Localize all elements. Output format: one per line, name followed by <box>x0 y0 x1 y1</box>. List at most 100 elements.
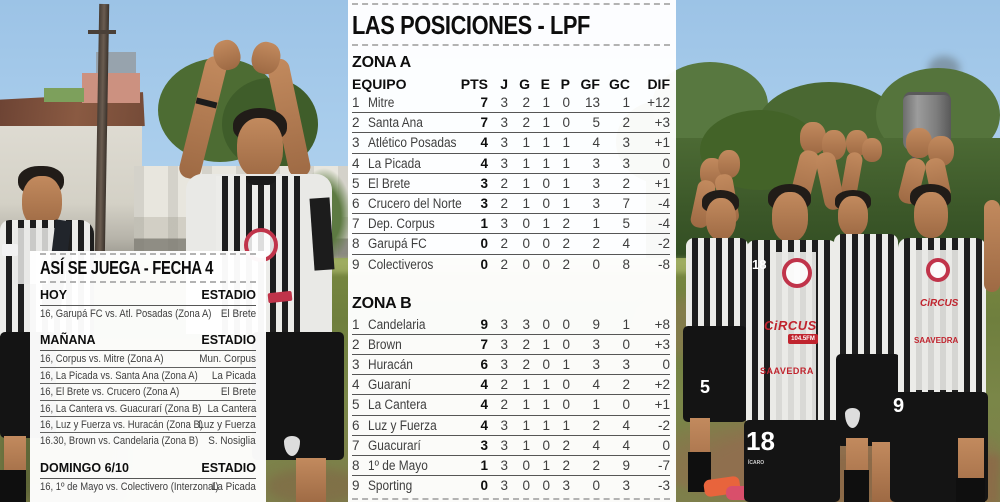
team-goals-for: 2 <box>592 236 600 252</box>
col-e: E <box>540 75 550 92</box>
standings-header: EQUIPO PTS J G E P GF GC DIF <box>352 74 670 93</box>
team-goal-diff: +1 <box>654 175 670 191</box>
team-wins: 1 <box>522 417 530 433</box>
team-goals-for: 2 <box>592 458 600 473</box>
team-losses: 2 <box>562 437 570 453</box>
team-draws: 1 <box>542 397 550 413</box>
team-draws: 1 <box>542 458 550 473</box>
team-goals-against: 4 <box>622 437 630 453</box>
team-goals-against: 3 <box>622 357 630 373</box>
team-goals-for: 3 <box>592 336 600 352</box>
team-goal-diff: +3 <box>654 336 670 352</box>
team-position: 3 <box>352 135 360 151</box>
fixture-stadium: El Brete <box>220 308 256 320</box>
team-goal-diff: +1 <box>654 397 670 413</box>
team-losses: 0 <box>562 397 570 413</box>
team-draws: 1 <box>542 417 550 433</box>
team-name: Brown <box>368 336 402 352</box>
zone-a-table: ZONA A EQUIPO PTS J G E P GF GC DIF 1 Mi… <box>352 54 670 275</box>
team-wins: 0 <box>522 478 530 494</box>
team-goals-against: 2 <box>622 377 630 393</box>
team-losses: 1 <box>562 357 570 373</box>
team-draws: 0 <box>542 316 550 332</box>
fixture-match: 16, La Picada vs. Santa Ana (Zona A) <box>40 369 198 382</box>
team-played: 3 <box>500 417 508 433</box>
stadium-column-label: ESTADIO <box>201 333 256 348</box>
team-goals-for: 1 <box>592 216 600 232</box>
team-name: La Picada <box>368 155 421 171</box>
team-losses: 0 <box>562 115 570 131</box>
team-losses: 2 <box>562 458 570 473</box>
fixture-row: 16, La Picada vs. Santa Ana (Zona A) La … <box>40 368 256 385</box>
day-label: HOY <box>40 288 68 302</box>
team-played: 2 <box>500 397 508 413</box>
fixture-match: 16, Garupá FC vs. Atl. Posadas (Zona A) <box>40 308 212 320</box>
standings-row: 7 Guacurarí 3 3 1 0 2 4 4 0 <box>352 436 670 456</box>
jersey-number: 18 <box>752 257 767 272</box>
team-goals-for: 4 <box>592 377 600 393</box>
fixture-match: 16.30, Brown vs. Candelaria (Zona B) <box>40 435 199 448</box>
team-draws: 0 <box>542 175 550 191</box>
col-j: J <box>500 75 508 92</box>
team-goal-diff: +3 <box>654 115 670 131</box>
team-played: 2 <box>500 377 508 393</box>
dashed-divider <box>40 253 256 255</box>
team-position: 6 <box>352 417 360 433</box>
team-points: 9 <box>480 316 488 332</box>
standings-row: 4 Guaraní 4 2 1 1 0 4 2 +2 <box>352 375 670 396</box>
fixture-row: 16, Garupá FC vs. Atl. Posadas (Zona A) … <box>40 306 256 322</box>
fixtures-rows: 16, Garupá FC vs. Atl. Posadas (Zona A) … <box>40 306 256 322</box>
fixtures-rows: 16, Corpus vs. Mitre (Zona A) Mun. Corpu… <box>40 351 256 449</box>
team-wins: 0 <box>522 458 530 473</box>
fixture-match: 16, 1º de Mayo vs. Colectivero (Interzon… <box>40 480 219 493</box>
team-losses: 2 <box>562 256 570 272</box>
team-goals-for: 3 <box>592 155 600 171</box>
team-losses: 0 <box>562 377 570 393</box>
fixture-stadium: La Cantera <box>207 402 256 415</box>
stadium-column-label: ESTADIO <box>201 288 256 302</box>
team-points: 7 <box>480 115 488 131</box>
team-goals-against: 1 <box>622 95 630 110</box>
team-wins: 1 <box>522 175 530 191</box>
team-draws: 1 <box>542 377 550 393</box>
team-name: Mitre <box>368 95 395 110</box>
team-position: 8 <box>352 458 360 473</box>
zone-a-label: ZONA A <box>352 54 411 71</box>
collar <box>246 176 276 185</box>
team-draws: 1 <box>542 115 550 131</box>
team-losses: 2 <box>562 236 570 252</box>
team-name: La Cantera <box>368 397 427 413</box>
dashed-divider <box>352 44 670 46</box>
team-goal-diff: +8 <box>654 316 670 332</box>
team-position: 9 <box>352 478 360 494</box>
team-position: 8 <box>352 236 360 252</box>
face <box>237 118 283 178</box>
team-losses: 1 <box>562 175 570 191</box>
standings-row: 3 Atlético Posadas 4 3 1 1 1 4 3 +1 <box>352 133 670 154</box>
standings-row: 4 La Picada 4 3 1 1 1 3 3 0 <box>352 154 670 174</box>
day-label: DOMINGO 6/10 <box>40 460 129 475</box>
team-draws: 0 <box>542 478 550 494</box>
fixtures-group-today: HOY ESTADIO 16, Garupá FC vs. Atl. Posad… <box>40 289 256 322</box>
team-name: Sporting <box>368 478 413 494</box>
team-goals-for: 5 <box>592 115 600 131</box>
standings-row: 3 Huracán 6 3 2 0 1 3 3 0 <box>352 355 670 376</box>
sponsor-radio: 104.5FM <box>788 334 818 344</box>
team-goals-for: 0 <box>592 256 600 272</box>
team-position: 2 <box>352 115 360 131</box>
team-wins: 0 <box>522 216 530 232</box>
team-goals-against: 3 <box>622 135 630 151</box>
team-goal-diff: 0 <box>662 437 670 453</box>
team-position: 5 <box>352 175 360 191</box>
fixture-row: 16, El Brete vs. Crucero (Zona A) El Bre… <box>40 384 256 401</box>
team-losses: 0 <box>562 316 570 332</box>
team-points: 4 <box>480 135 488 151</box>
team-points: 7 <box>480 336 488 352</box>
team-wins: 1 <box>522 155 530 171</box>
fixtures-day-header: DOMINGO 6/10 ESTADIO <box>40 460 256 479</box>
team-played: 2 <box>500 256 508 272</box>
stadium-column-label: ESTADIO <box>201 460 256 475</box>
fixture-row: 16.30, Brown vs. Candelaria (Zona B) S. … <box>40 433 256 449</box>
standings-row: 6 Luz y Fuerza 4 3 1 1 1 2 4 -2 <box>352 416 670 436</box>
sponsor-saavedra: SAAVEDRA <box>914 336 959 345</box>
